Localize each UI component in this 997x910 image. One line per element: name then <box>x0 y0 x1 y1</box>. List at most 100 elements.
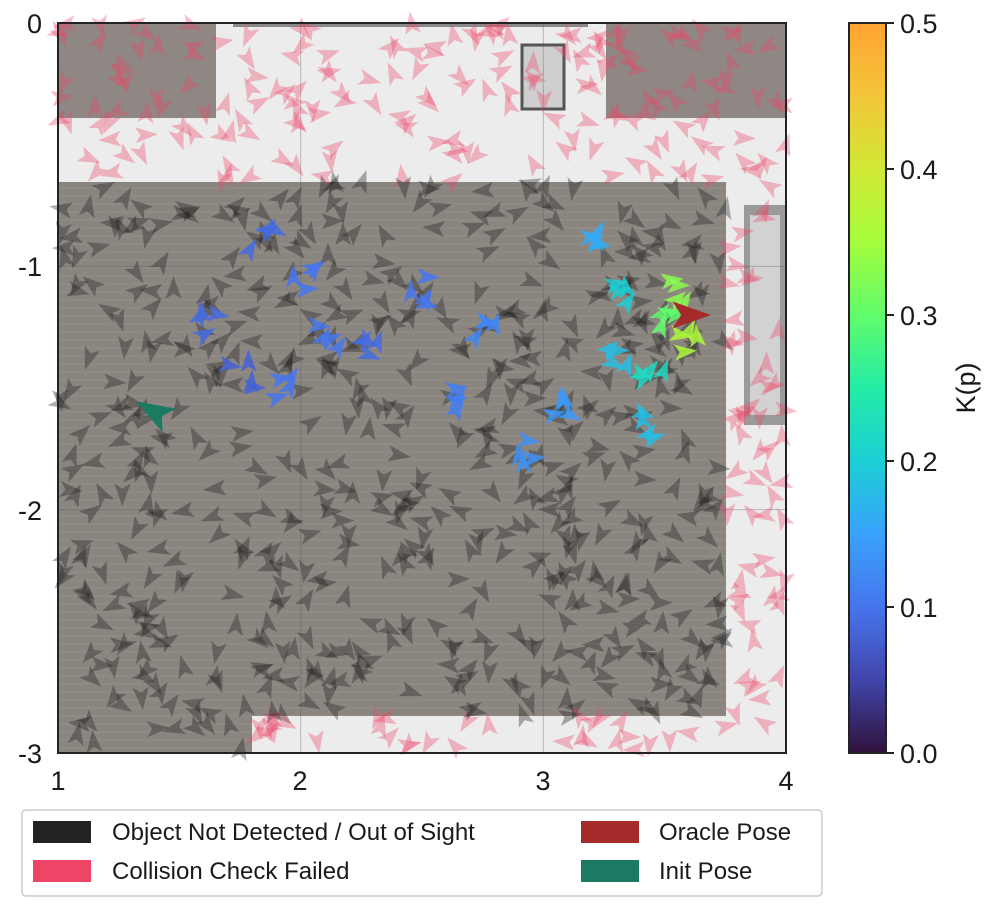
pose-arrow-not-detected <box>463 701 488 718</box>
pose-arrow-not-detected <box>213 365 230 389</box>
pose-arrow-not-detected <box>679 626 703 648</box>
pose-arrow-not-detected <box>576 399 599 421</box>
legend-swatch-not-detected <box>33 821 91 843</box>
legend-swatch-init-pose <box>581 860 639 882</box>
pose-arrow-collision-failed <box>481 712 498 737</box>
pose-arrow-collision-failed <box>735 422 754 447</box>
pose-arrow-not-detected <box>681 428 697 453</box>
pose-arrow-not-detected <box>258 351 280 375</box>
pose-arrow-not-detected <box>220 584 245 600</box>
pose-arrow-not-detected <box>297 529 322 545</box>
pose-arrow-not-detected <box>641 242 666 258</box>
pose-arrow-not-detected <box>143 565 163 589</box>
pose-arrow-not-detected <box>557 687 574 711</box>
pose-arrow-collision-failed <box>756 440 779 462</box>
pose-arrow-collision-failed <box>129 140 148 165</box>
pose-arrow-not-detected <box>493 524 518 541</box>
pose-arrow-collision-failed <box>214 92 231 117</box>
scored-pose-arrow <box>635 406 652 431</box>
scored-pose-arrow <box>555 387 572 411</box>
pose-arrow-not-detected <box>513 484 537 505</box>
pose-arrow-not-detected <box>223 265 247 282</box>
pose-arrow-not-detected <box>110 395 135 412</box>
pose-arrow-not-detected <box>676 510 701 527</box>
pose-arrow-not-detected <box>350 651 375 670</box>
pose-arrow-not-detected <box>600 244 617 269</box>
pose-arrow-not-detected <box>491 358 515 374</box>
pose-arrow-not-detected <box>171 501 196 517</box>
pose-arrow-not-detected <box>447 571 471 588</box>
pose-arrow-not-detected <box>642 521 659 547</box>
pose-arrow-collision-failed <box>572 724 589 748</box>
colorbar-tick-label: 0.1 <box>900 593 938 623</box>
pose-arrow-collision-failed <box>718 240 742 257</box>
pose-arrow-not-detected <box>320 666 337 691</box>
pose-arrow-not-detected <box>584 566 608 588</box>
scored-pose-arrow <box>600 351 625 370</box>
pose-arrow-not-detected <box>581 636 605 653</box>
pose-arrow-not-detected <box>450 335 470 360</box>
pose-arrow-not-detected <box>416 466 432 491</box>
pose-arrow-not-detected <box>238 545 254 570</box>
pose-arrow-not-detected <box>162 549 187 567</box>
pose-arrow-collision-failed <box>461 21 479 46</box>
pose-arrow-collision-failed <box>751 406 768 430</box>
pose-arrow-collision-failed <box>734 327 759 344</box>
pose-arrow-not-detected <box>527 552 552 568</box>
pose-arrow-not-detected <box>486 366 503 391</box>
pose-arrow-collision-failed <box>610 104 629 129</box>
pose-arrow-not-detected <box>426 617 449 639</box>
pose-arrow-not-detected <box>558 610 578 635</box>
pose-arrow-collision-failed <box>607 728 623 753</box>
pose-arrow-not-detected <box>384 509 408 531</box>
pose-arrow-not-detected <box>436 317 461 334</box>
pose-arrow-collision-failed <box>752 460 773 484</box>
pose-arrow-collision-failed <box>86 94 103 118</box>
pose-arrow-not-detected <box>556 569 579 592</box>
pose-arrow-collision-failed <box>104 99 129 118</box>
pose-arrow-collision-failed <box>290 110 307 134</box>
pose-arrow-not-detected <box>673 371 691 396</box>
pose-arrow-not-detected <box>635 696 660 716</box>
pose-arrow-collision-failed <box>605 32 628 55</box>
pose-arrow-not-detected <box>409 516 434 532</box>
pose-arrow-not-detected <box>69 272 89 297</box>
pose-arrow-not-detected <box>632 310 657 328</box>
pose-arrow-not-detected <box>246 274 271 291</box>
scored-pose-arrow <box>295 281 319 298</box>
pose-arrow-not-detected <box>540 664 557 689</box>
pose-arrow-not-detected <box>595 681 620 699</box>
pose-arrow-not-detected <box>381 423 407 439</box>
pose-arrow-not-detected <box>108 419 132 436</box>
pose-arrow-not-detected <box>284 186 303 211</box>
pose-arrow-not-detected <box>132 620 157 639</box>
pose-arrow-collision-failed <box>574 729 599 748</box>
pose-arrow-not-detected <box>283 510 304 534</box>
pose-arrow-not-detected <box>314 457 336 480</box>
pose-arrow-not-detected <box>482 201 507 217</box>
pose-arrow-not-detected <box>482 227 507 246</box>
pose-arrow-not-detected <box>550 484 573 506</box>
scored-pose-arrow <box>269 373 293 389</box>
pose-arrow-collision-failed <box>250 716 267 740</box>
pose-arrow-not-detected <box>269 702 292 725</box>
pose-arrow-collision-failed <box>604 20 622 45</box>
pose-arrow-not-detected <box>174 201 199 221</box>
pose-arrow-not-detected <box>535 486 560 503</box>
scored-pose-arrow <box>667 276 691 294</box>
floor-plan-background <box>58 23 786 753</box>
scored-pose-arrow <box>326 336 346 360</box>
pose-arrow-not-detected <box>579 364 604 381</box>
pose-arrow-not-detected <box>145 499 168 521</box>
y-tick-labels: 0 -1 -2 -3 <box>18 9 42 769</box>
pose-arrow-not-detected <box>470 528 495 545</box>
pose-arrow-not-detected <box>144 508 169 528</box>
pose-arrow-not-detected <box>513 335 538 353</box>
pose-arrow-not-detected <box>324 303 349 322</box>
pose-arrow-collision-failed <box>625 60 650 77</box>
colorbar-tick-label: 0.3 <box>900 301 938 331</box>
pose-arrow-not-detected <box>558 561 575 586</box>
pose-arrow-not-detected <box>319 493 336 518</box>
scored-pose-arrow <box>615 353 632 378</box>
pose-arrow-collision-failed <box>665 23 690 40</box>
